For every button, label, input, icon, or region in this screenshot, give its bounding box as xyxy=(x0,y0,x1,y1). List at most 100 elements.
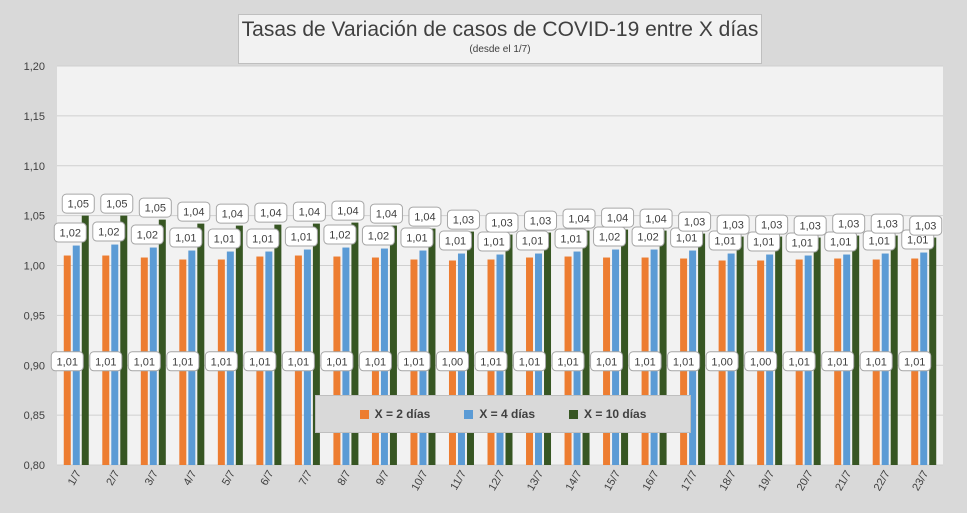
x-tick-label: 3/7 xyxy=(143,469,161,488)
y-tick-label: 1,15 xyxy=(24,111,45,123)
data-label-box xyxy=(524,210,558,231)
bar xyxy=(81,215,89,465)
data-label: 1,01 xyxy=(252,234,273,246)
data-label-box xyxy=(100,193,134,214)
data-label-box xyxy=(361,225,395,246)
data-label: 1,01 xyxy=(673,356,694,368)
x-tick-label: 6/7 xyxy=(258,469,276,488)
data-label: 1,03 xyxy=(491,218,512,230)
data-label: 1,01 xyxy=(904,356,925,368)
bar xyxy=(235,225,243,465)
data-label-box xyxy=(446,209,480,230)
y-tick-label: 1,20 xyxy=(24,61,45,73)
data-label: 1,01 xyxy=(175,233,196,245)
data-label-box xyxy=(331,200,365,221)
data-label: 1,01 xyxy=(365,356,386,368)
data-label-box xyxy=(397,351,431,372)
data-label: 1,00 xyxy=(442,356,463,368)
data-label-box xyxy=(53,222,87,243)
bar xyxy=(197,223,205,465)
x-tick-label: 15/7 xyxy=(602,469,623,494)
data-label-box xyxy=(590,351,624,372)
y-tick-label: 0,95 xyxy=(24,310,45,322)
bar xyxy=(813,237,821,465)
data-label: 1,04 xyxy=(183,207,204,219)
x-tick-label: 10/7 xyxy=(409,469,430,494)
data-label: 1,01 xyxy=(480,356,501,368)
data-label: 1,01 xyxy=(753,237,774,249)
legend-swatch-x10 xyxy=(569,409,579,419)
x-tick-label: 5/7 xyxy=(220,469,238,488)
data-label-box xyxy=(667,351,701,372)
bar xyxy=(698,233,706,465)
x-tick-label: 4/7 xyxy=(181,469,199,488)
data-label-box xyxy=(793,215,827,236)
chart-title: Tasas de Variación de casos de COVID-19 … xyxy=(241,18,759,41)
bar xyxy=(621,229,629,465)
data-label: 1,01 xyxy=(788,356,809,368)
data-label: 1,02 xyxy=(60,228,81,240)
legend-swatch-x4 xyxy=(464,409,474,419)
data-label-box xyxy=(639,208,673,229)
bar xyxy=(312,223,320,465)
data-label: 1,02 xyxy=(137,230,158,242)
data-label-box xyxy=(292,201,326,222)
x-tick-label: 14/7 xyxy=(564,469,585,494)
data-label-box xyxy=(870,213,904,234)
data-label-box xyxy=(130,224,164,245)
data-label: 1,01 xyxy=(519,356,540,368)
data-label: 1,04 xyxy=(376,209,397,221)
data-label: 1,01 xyxy=(596,356,617,368)
bar xyxy=(120,215,128,465)
data-label-box xyxy=(601,207,635,228)
legend-label-x2: X = 2 días xyxy=(374,407,431,421)
bar xyxy=(544,232,552,465)
data-label: 1,02 xyxy=(599,232,620,244)
bar xyxy=(736,236,744,465)
data-label-box xyxy=(243,351,277,372)
data-label-box xyxy=(61,193,95,214)
data-label: 1,01 xyxy=(827,356,848,368)
data-label-box xyxy=(678,211,712,232)
data-label-box xyxy=(438,230,472,251)
x-tick-label: 16/7 xyxy=(641,469,662,494)
data-label-box xyxy=(474,351,508,372)
x-tick-label: 11/7 xyxy=(448,469,469,493)
data-label-box xyxy=(562,208,596,229)
y-tick-label: 1,00 xyxy=(24,261,45,273)
data-label: 1,01 xyxy=(714,236,735,248)
data-label: 1,02 xyxy=(368,231,389,243)
data-label: 1,04 xyxy=(222,209,243,221)
data-label-box xyxy=(50,351,84,372)
legend-item-x2: X = 2 días xyxy=(359,407,431,421)
legend-label-x10: X = 10 días xyxy=(584,407,647,421)
data-label: 1,04 xyxy=(260,208,281,220)
x-tick-label: 19/7 xyxy=(756,469,777,494)
bar xyxy=(582,230,590,465)
data-label: 1,01 xyxy=(907,235,928,247)
data-label-box xyxy=(323,224,357,245)
y-tick-label: 1,10 xyxy=(24,161,45,173)
data-label-box xyxy=(92,221,126,242)
data-label-box xyxy=(485,212,519,233)
data-label: 1,01 xyxy=(557,356,578,368)
data-label: 1,01 xyxy=(134,356,155,368)
title-box: Tasas de Variación de casos de COVID-19 … xyxy=(238,14,762,64)
data-label-box xyxy=(138,197,172,218)
bar xyxy=(929,237,937,465)
bar xyxy=(466,231,474,465)
data-label: 1,03 xyxy=(453,215,474,227)
data-label-box xyxy=(782,351,816,372)
data-label-box xyxy=(628,351,662,372)
data-label-box xyxy=(204,351,238,372)
data-label: 1,03 xyxy=(761,220,782,232)
data-label: 1,01 xyxy=(326,356,347,368)
legend-swatch-x2 xyxy=(359,409,369,419)
bar xyxy=(158,219,166,465)
x-tick-label: 21/7 xyxy=(833,469,854,494)
data-label: 1,04 xyxy=(645,214,666,226)
data-label: 1,01 xyxy=(57,356,78,368)
y-tick-label: 0,85 xyxy=(24,410,45,422)
data-label: 1,00 xyxy=(750,356,771,368)
x-tick-label: 13/7 xyxy=(525,469,546,494)
